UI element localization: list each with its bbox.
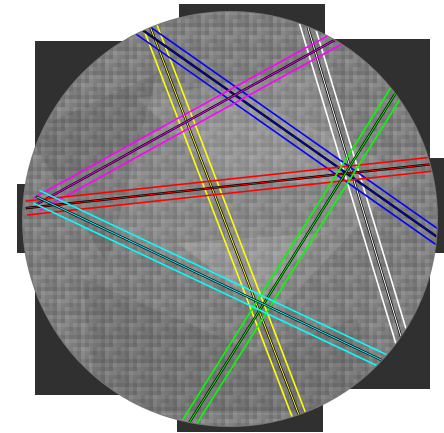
blue-kikuchi-band-center-dashed [140,28,437,242]
blue-kikuchi-band-edge-1 [143,22,437,237]
cyan-kikuchi-band-edge-2 [32,202,391,373]
yellow-kikuchi-band-edge-1 [153,17,310,422]
blue-kikuchi-band-edge-2 [135,33,437,248]
white-kikuchi-band-edge-2 [295,12,404,367]
cyan-kikuchi-band-edge-1 [38,189,397,360]
diffraction-pattern-view [17,3,444,433]
magenta-kikuchi-band-edge-1 [32,23,349,199]
red-kikuchi-band-edge-2 [26,169,437,216]
green-kikuchi-band-edge-1 [181,70,403,421]
magenta-kikuchi-band-center-dashed [36,30,352,205]
indexed-kikuchi-bands [25,12,437,426]
yellow-kikuchi-band-center-dashed [147,20,303,424]
diffraction-pattern-canvas [17,3,444,433]
cyan-kikuchi-band-center-dashed [36,196,393,366]
yellow-kikuchi-band-edge-2 [140,22,297,426]
red-kikuchi-band-center-dashed [26,162,437,209]
magenta-kikuchi-band-edge-2 [39,36,356,212]
green-kikuchi-band-edge-2 [193,77,415,426]
white-kikuchi-band-center-dashed [302,12,410,364]
green-kikuchi-band-center-dashed [188,74,408,424]
red-kikuchi-band-edge-1 [25,155,437,202]
